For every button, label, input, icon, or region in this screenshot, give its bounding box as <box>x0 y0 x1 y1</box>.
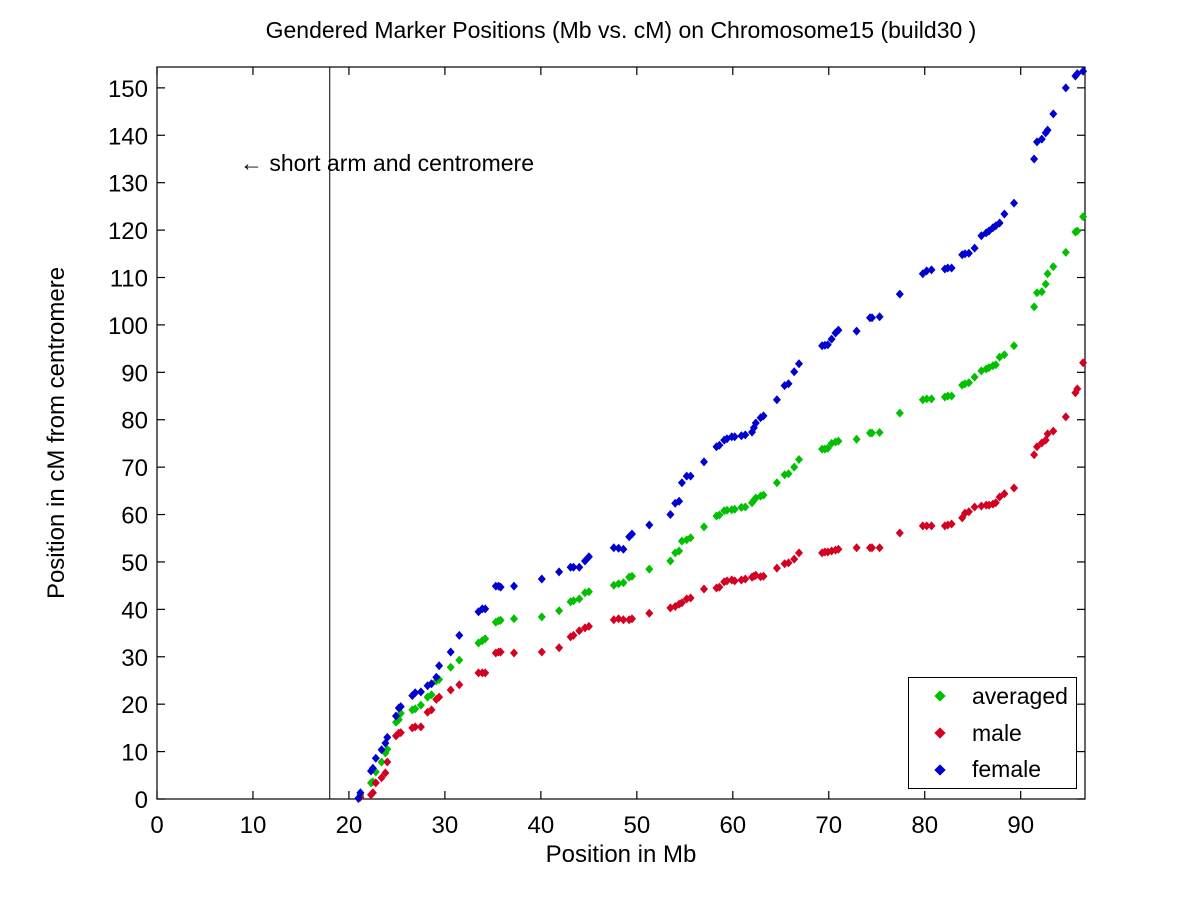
svg-text:80: 80 <box>121 408 148 435</box>
male-diamond-icon <box>934 727 946 739</box>
svg-text:0: 0 <box>135 787 148 814</box>
svg-text:80: 80 <box>911 812 938 839</box>
svg-text:20: 20 <box>121 692 148 719</box>
svg-text:140: 140 <box>108 123 148 150</box>
svg-text:40: 40 <box>528 812 555 839</box>
svg-text:90: 90 <box>1007 812 1034 839</box>
svg-text:60: 60 <box>121 503 148 530</box>
svg-text:20: 20 <box>336 812 363 839</box>
svg-text:30: 30 <box>432 812 459 839</box>
svg-text:90: 90 <box>121 360 148 387</box>
svg-text:10: 10 <box>121 740 148 767</box>
annotation-short-arm-centromere: ← short arm and centromere <box>240 150 535 176</box>
legend-row-male: male <box>909 715 1076 752</box>
y-axis-label: Position in cM from centromere <box>43 266 70 600</box>
svg-text:70: 70 <box>815 812 842 839</box>
svg-text:110: 110 <box>110 265 148 292</box>
legend-label-averaged: averaged <box>972 682 1068 709</box>
legend-label-female: female <box>972 756 1042 783</box>
svg-text:10: 10 <box>240 812 267 839</box>
legend-label-male: male <box>972 719 1022 746</box>
svg-text:120: 120 <box>108 218 148 245</box>
svg-text:60: 60 <box>719 812 746 839</box>
svg-text:30: 30 <box>121 645 148 672</box>
svg-text:130: 130 <box>108 171 148 198</box>
svg-text:100: 100 <box>108 313 148 340</box>
legend: averaged male female <box>908 677 1077 789</box>
svg-text:0: 0 <box>150 812 163 839</box>
svg-text:40: 40 <box>121 597 148 624</box>
legend-row-female: female <box>909 751 1076 788</box>
chart-title: Gendered Marker Positions (Mb vs. cM) on… <box>265 17 977 43</box>
svg-text:150: 150 <box>108 76 148 103</box>
svg-text:50: 50 <box>121 550 148 577</box>
averaged-diamond-icon <box>934 690 946 702</box>
x-axis-label: Position in Mb <box>545 841 697 868</box>
svg-text:70: 70 <box>121 455 148 482</box>
legend-row-averaged: averaged <box>909 678 1076 715</box>
female-diamond-icon <box>934 764 946 776</box>
svg-text:50: 50 <box>623 812 650 839</box>
